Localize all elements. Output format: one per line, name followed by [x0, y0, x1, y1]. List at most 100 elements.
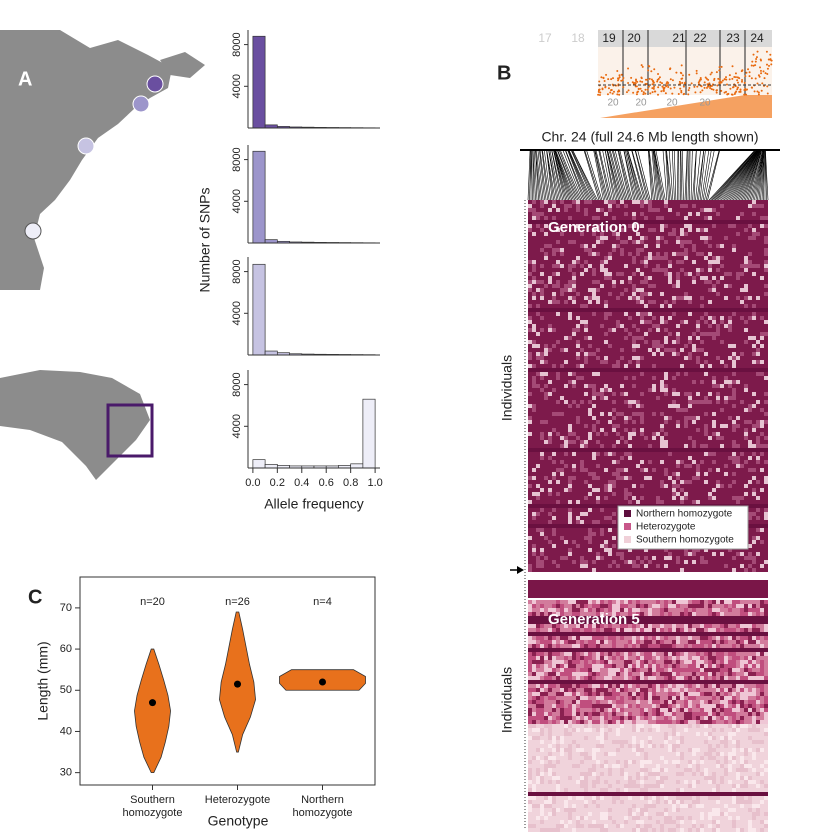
heatmap-cell	[540, 312, 544, 316]
heatmap-cell	[712, 296, 716, 300]
heatmap-cell	[540, 244, 544, 248]
heatmap-cell	[588, 232, 592, 236]
heatmap-cell	[584, 272, 588, 276]
heatmap-cell	[532, 336, 536, 340]
heatmap-cell	[752, 220, 756, 224]
heatmap-cell	[640, 340, 644, 344]
heatmap-cell	[584, 264, 588, 268]
heatmap-cell	[692, 216, 696, 220]
heatmap-cell	[740, 304, 744, 308]
heatmap-cell	[572, 368, 576, 372]
heatmap-cell	[544, 352, 548, 356]
heatmap-cell	[540, 348, 544, 352]
heatmap-cell	[744, 312, 748, 316]
heatmap-cell	[624, 448, 628, 452]
heatmap-cell	[684, 404, 688, 408]
heatmap-cell	[656, 260, 660, 264]
heatmap-cell	[660, 300, 664, 304]
heatmap-cell	[544, 308, 548, 312]
heatmap-cell	[736, 336, 740, 340]
heatmap-cell	[680, 272, 684, 276]
heatmap-cell	[532, 320, 536, 324]
heatmap-cell	[556, 432, 560, 436]
heatmap-cell	[692, 452, 696, 456]
heatmap-cell	[532, 472, 536, 476]
heatmap-cell	[572, 408, 576, 412]
heatmap-cell	[560, 428, 564, 432]
heatmap-cell	[720, 336, 724, 340]
heatmap-cell	[588, 280, 592, 284]
heatmap-cell	[576, 456, 580, 460]
heatmap-cell	[680, 476, 684, 480]
x-tick-label: 0.8	[343, 477, 358, 489]
heatmap-cell	[548, 240, 552, 244]
heatmap-cell	[720, 448, 724, 452]
heatmap-cell	[752, 448, 756, 452]
heatmap-cell	[740, 252, 744, 256]
heatmap-cell	[644, 440, 648, 444]
heatmap-cell	[544, 220, 548, 224]
heatmap-cell	[656, 244, 660, 248]
heatmap-cell	[736, 424, 740, 428]
heatmap-cell	[572, 268, 576, 272]
heatmap-cell	[620, 264, 624, 268]
heatmap-cell	[720, 272, 724, 276]
heatmap-cell	[760, 312, 764, 316]
heatmap-cell	[700, 384, 704, 388]
position-label: 20	[699, 98, 711, 109]
heatmap-cell	[668, 288, 672, 292]
heatmap-cell	[716, 400, 720, 404]
heatmap-cell	[752, 304, 756, 308]
heatmap-cell	[588, 328, 592, 332]
heatmap-cell	[696, 436, 700, 440]
heatmap-cell	[672, 348, 676, 352]
heatmap-cell	[696, 328, 700, 332]
heatmap-cell	[556, 332, 560, 336]
heatmap-cell	[760, 368, 764, 372]
heatmap-cell	[556, 440, 560, 444]
heatmap-cell	[692, 296, 696, 300]
heatmap-cell	[668, 300, 672, 304]
heatmap-cell	[588, 364, 592, 368]
heatmap-cell	[636, 404, 640, 408]
heatmap-cell	[556, 424, 560, 428]
heatmap-cell	[736, 284, 740, 288]
heatmap-cell	[756, 484, 760, 488]
heatmap-cell	[736, 412, 740, 416]
snp-dot	[611, 92, 614, 95]
heatmap-cell	[580, 416, 584, 420]
heatmap-cell	[596, 212, 600, 216]
heatmap-cell	[636, 380, 640, 384]
heatmap-cell	[656, 364, 660, 368]
heatmap-cell	[688, 292, 692, 296]
heatmap-cell	[584, 376, 588, 380]
heatmap-cell	[764, 220, 768, 224]
heatmap-cell	[688, 388, 692, 392]
heatmap-cell	[632, 420, 636, 424]
heatmap-cell	[688, 268, 692, 272]
heatmap-cell	[528, 200, 532, 204]
heatmap-cell	[560, 452, 564, 456]
heatmap-cell	[732, 284, 736, 288]
heatmap-cell	[744, 452, 748, 456]
heatmap-cell	[548, 212, 552, 216]
heatmap-cell	[704, 256, 708, 260]
heatmap-cell	[692, 228, 696, 232]
heatmap-cell	[716, 376, 720, 380]
heatmap-cell	[648, 480, 652, 484]
snp-link	[730, 149, 760, 201]
heatmap-cell	[648, 372, 652, 376]
heatmap-cell	[672, 200, 676, 204]
map-east-coast	[0, 30, 172, 290]
heatmap-cell	[632, 416, 636, 420]
heatmap-cell	[644, 420, 648, 424]
heatmap-cell	[624, 412, 628, 416]
heatmap-cell	[580, 424, 584, 428]
heatmap-cell	[620, 380, 624, 384]
heatmap-cell	[648, 380, 652, 384]
snp-dot	[622, 76, 625, 79]
heatmap-cell	[548, 404, 552, 408]
heatmap-cell	[676, 452, 680, 456]
heatmap-cell	[536, 264, 540, 268]
heatmap-cell	[536, 404, 540, 408]
